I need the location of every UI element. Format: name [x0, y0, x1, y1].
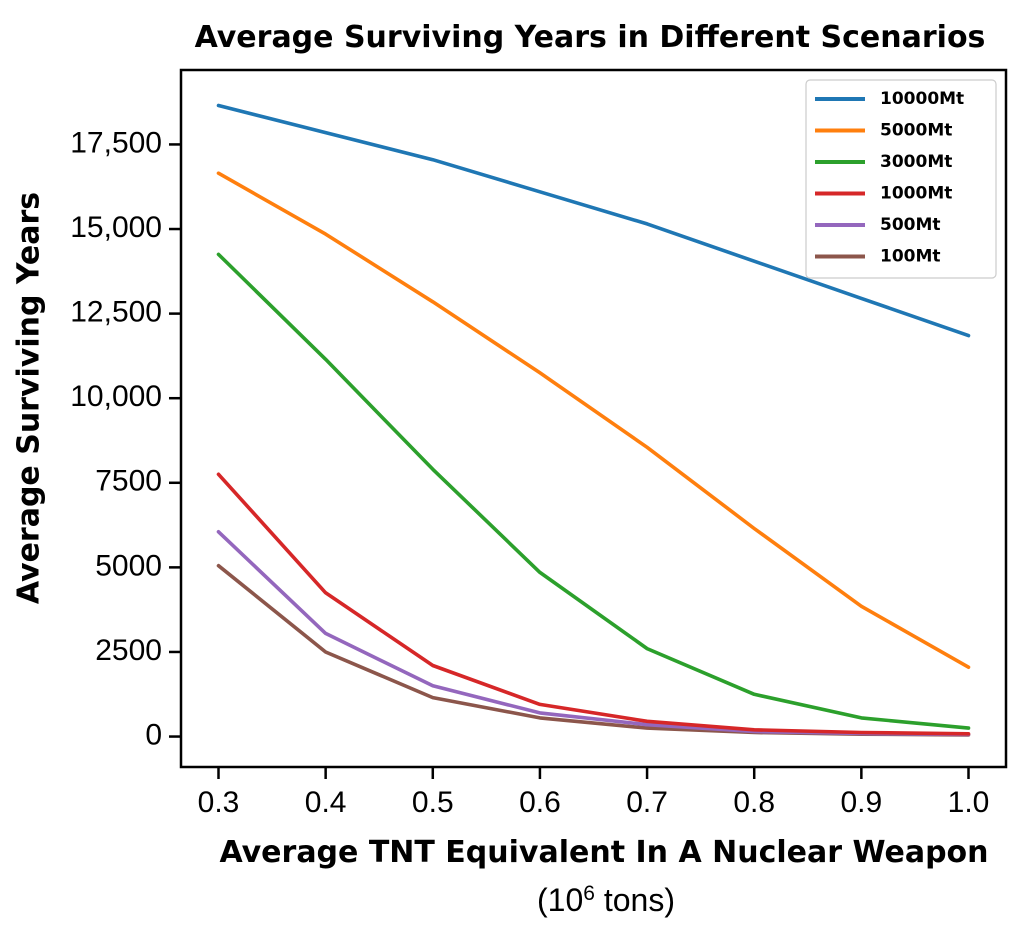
series-line-1000Mt — [216, 472, 971, 736]
y-tick-label: 2500 — [95, 634, 162, 667]
x-axis-unit-superscript: 6 — [583, 882, 595, 905]
legend-label-3000Mt: 3000Mt — [880, 152, 952, 172]
x-tick-label: 0.6 — [519, 786, 561, 819]
x-tick-label: 0.7 — [626, 786, 668, 819]
y-tick-label: 10,000 — [70, 380, 162, 413]
x-tick-label: 0.4 — [305, 786, 347, 819]
y-tick-label: 0 — [145, 718, 162, 751]
x-axis: 0.3 0.4 0.5 0.6 0.7 0.8 0.9 1.0 — [198, 767, 990, 819]
series-line-500Mt — [216, 529, 971, 737]
x-tick-label: 0.9 — [840, 786, 882, 819]
x-tick-label: 0.8 — [733, 786, 775, 819]
y-tick-label: 7500 — [95, 465, 162, 498]
x-axis-unit-prefix: (10 — [537, 882, 583, 918]
x-tick-label: 0.5 — [412, 786, 454, 819]
legend-label-500Mt: 500Mt — [880, 215, 941, 235]
legend: 10000Mt 5000Mt 3000Mt 1000Mt 500Mt 100Mt — [805, 79, 997, 279]
y-tick-label: 5000 — [95, 549, 162, 582]
legend-label-5000Mt: 5000Mt — [880, 121, 952, 141]
y-tick-label: 17,500 — [70, 126, 162, 159]
chart-title: Average Surviving Years in Different Sce… — [195, 20, 986, 55]
series-line-10000Mt — [216, 103, 971, 338]
y-axis-label: Average Surviving Years — [12, 192, 47, 604]
x-axis-label: Average TNT Equivalent In A Nuclear Weap… — [219, 835, 988, 870]
y-tick-label: 12,500 — [70, 296, 162, 329]
series-line-100Mt — [216, 563, 971, 737]
series-lines — [216, 103, 971, 737]
legend-label-10000Mt: 10000Mt — [880, 89, 964, 109]
x-axis-unit: (106 tons) — [537, 882, 675, 919]
legend-label-100Mt: 100Mt — [880, 247, 941, 267]
x-tick-label: 1.0 — [948, 786, 990, 819]
series-line-3000Mt — [216, 252, 971, 730]
x-tick-label: 0.3 — [198, 786, 240, 819]
series-line-5000Mt — [216, 171, 971, 670]
legend-label-1000Mt: 1000Mt — [880, 184, 952, 204]
plot-frame — [179, 68, 1008, 769]
y-tick-label: 15,000 — [70, 211, 162, 244]
x-axis-unit-suffix: tons) — [595, 882, 675, 918]
y-axis: 0 2500 5000 7500 10,000 12,500 15,000 17,500 — [70, 126, 181, 751]
